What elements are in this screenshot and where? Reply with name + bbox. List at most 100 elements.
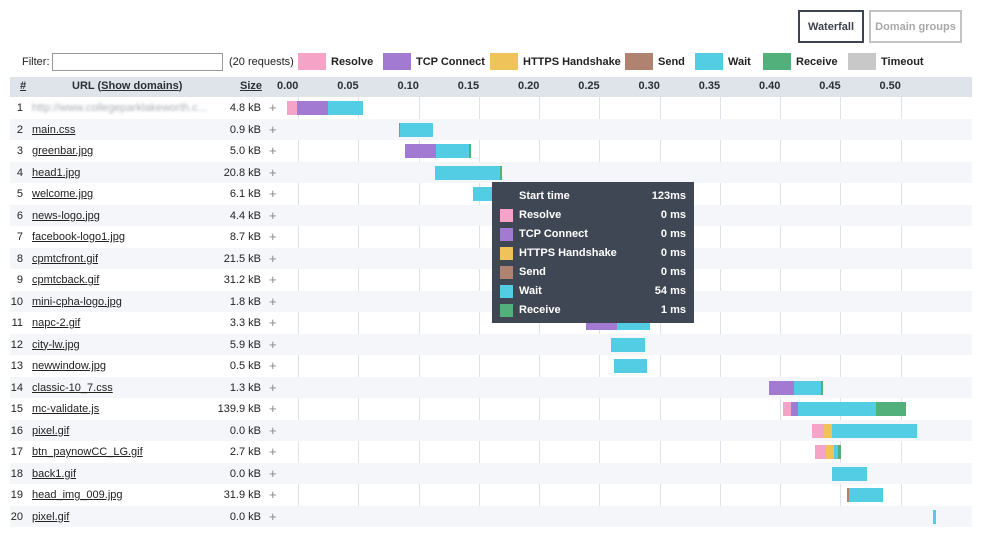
timing-bar-wait[interactable] bbox=[797, 402, 877, 416]
timing-bar-resolve[interactable] bbox=[783, 402, 791, 416]
timing-bar-wait[interactable] bbox=[794, 380, 821, 395]
row-url-link[interactable]: newwindow.jpg bbox=[32, 360, 106, 372]
row-url-link[interactable]: mini-cpha-logo.jpg bbox=[32, 295, 122, 308]
timing-bar-receive[interactable] bbox=[876, 402, 907, 416]
expand-row-icon[interactable]: + bbox=[269, 272, 277, 287]
expand-row-icon[interactable]: + bbox=[269, 465, 277, 481]
row-timeline[interactable] bbox=[285, 162, 972, 184]
timing-bar-receive[interactable] bbox=[468, 144, 471, 158]
table-row[interactable]: 12 city-lw.jpg 5.9 kB + bbox=[10, 333, 972, 355]
table-row[interactable]: 11 napc-2.gif 3.3 kB + bbox=[10, 312, 972, 334]
row-url-link[interactable]: greenbar.jpg bbox=[32, 145, 94, 157]
row-timeline[interactable] bbox=[285, 463, 972, 485]
row-timeline[interactable] bbox=[285, 398, 972, 420]
row-url-link[interactable]: cpmtcfront.gif bbox=[32, 252, 99, 265]
table-row[interactable]: 16 pixel.gif 0.0 kB + bbox=[10, 419, 972, 442]
table-row[interactable]: 10 mini-cpha-logo.jpg 1.8 kB + bbox=[10, 290, 972, 312]
domain-groups-button[interactable]: Domain groups bbox=[869, 10, 962, 43]
timing-bar-receive[interactable] bbox=[837, 445, 842, 459]
table-row[interactable]: 18 back1.gif 0.0 kB + bbox=[10, 462, 972, 485]
timing-bar-https[interactable] bbox=[825, 445, 835, 459]
timing-bar-tcp[interactable] bbox=[296, 101, 328, 115]
show-domains-link[interactable]: Show domains bbox=[101, 80, 179, 92]
table-row[interactable]: 3 greenbar.jpg 5.0 kB + bbox=[10, 140, 972, 162]
expand-row-icon[interactable]: + bbox=[269, 508, 277, 524]
expand-row-icon[interactable]: + bbox=[269, 186, 277, 201]
table-row[interactable]: 15 mc-validate.js 139.9 kB + bbox=[10, 398, 972, 420]
row-timeline[interactable] bbox=[285, 420, 972, 442]
row-timeline[interactable] bbox=[285, 377, 972, 399]
row-url-link[interactable]: pixel.gif bbox=[32, 424, 70, 437]
timing-bar-receive[interactable] bbox=[500, 165, 503, 180]
expand-row-icon[interactable]: + bbox=[269, 100, 277, 115]
expand-row-icon[interactable]: + bbox=[269, 358, 277, 373]
timing-bar-wait[interactable] bbox=[831, 466, 867, 481]
expand-row-icon[interactable]: + bbox=[269, 121, 277, 137]
timing-bar-wait[interactable] bbox=[435, 165, 501, 180]
timing-bar-wait[interactable] bbox=[436, 144, 469, 158]
row-url-link[interactable]: classic-10_7.css bbox=[32, 381, 113, 394]
timing-bar-resolve[interactable] bbox=[287, 101, 297, 115]
expand-row-icon[interactable]: + bbox=[269, 401, 277, 416]
timing-bar-resolve[interactable] bbox=[814, 445, 826, 459]
row-url-link[interactable]: head1.jpg bbox=[32, 166, 81, 179]
timing-bar-receive[interactable] bbox=[820, 380, 823, 395]
table-row[interactable]: 7 facebook-logo1.jpg 8.7 kB + bbox=[10, 226, 972, 248]
row-url-link[interactable]: btn_paynowCC_LG.gif bbox=[32, 446, 143, 458]
row-url-link[interactable]: napc-2.gif bbox=[32, 317, 81, 329]
timing-bar-wait[interactable] bbox=[613, 359, 648, 373]
expand-row-icon[interactable]: + bbox=[269, 315, 277, 330]
expand-row-icon[interactable]: + bbox=[269, 487, 277, 502]
row-url-link[interactable]: pixel.gif bbox=[32, 510, 70, 523]
table-row[interactable]: 13 newwindow.jpg 0.5 kB + bbox=[10, 355, 972, 377]
expand-row-icon[interactable]: + bbox=[269, 422, 277, 438]
timing-bar-wait[interactable] bbox=[932, 509, 937, 524]
table-row[interactable]: 17 btn_paynowCC_LG.gif 2.7 kB + bbox=[10, 441, 972, 463]
expand-row-icon[interactable]: + bbox=[269, 250, 277, 266]
expand-row-icon[interactable]: + bbox=[269, 229, 277, 244]
expand-row-icon[interactable]: + bbox=[269, 293, 277, 309]
row-url-link[interactable]: mc-validate.js bbox=[32, 403, 100, 415]
table-row[interactable]: 9 cpmtcback.gif 31.2 kB + bbox=[10, 269, 972, 291]
row-url-link[interactable]: city-lw.jpg bbox=[32, 338, 80, 351]
row-url-link[interactable]: http://www.collegeparklakeworth.c... bbox=[32, 102, 207, 114]
expand-row-icon[interactable]: + bbox=[269, 164, 277, 180]
expand-row-icon[interactable]: + bbox=[269, 143, 277, 158]
row-url-link[interactable]: cpmtcback.gif bbox=[32, 274, 100, 286]
row-url-link[interactable]: back1.gif bbox=[32, 467, 77, 480]
table-row[interactable]: 2 main.css 0.9 kB + bbox=[10, 118, 972, 141]
timing-bar-wait[interactable] bbox=[831, 423, 918, 438]
table-row[interactable]: 1 http://www.collegeparklakeworth.c... 4.8… bbox=[10, 97, 972, 119]
row-url-link[interactable]: head_img_009.jpg bbox=[32, 489, 123, 501]
expand-row-icon[interactable]: + bbox=[269, 336, 277, 352]
row-timeline[interactable] bbox=[285, 119, 972, 141]
timing-bar-wait[interactable] bbox=[400, 122, 433, 137]
row-timeline[interactable] bbox=[285, 140, 972, 162]
expand-row-icon[interactable]: + bbox=[269, 444, 277, 459]
header-num[interactable]: # bbox=[20, 80, 27, 92]
timing-bar-wait[interactable] bbox=[848, 488, 884, 502]
timing-bar-send[interactable] bbox=[399, 122, 402, 137]
row-timeline[interactable] bbox=[285, 441, 972, 463]
timing-bar-https[interactable] bbox=[824, 423, 832, 438]
table-row[interactable]: 6 news-logo.jpg 4.4 kB + bbox=[10, 204, 972, 226]
timing-bar-send[interactable] bbox=[847, 488, 850, 502]
timing-bar-tcp[interactable] bbox=[405, 144, 437, 158]
table-row[interactable]: 20 pixel.gif 0.0 kB + bbox=[10, 505, 972, 528]
waterfall-button[interactable]: Waterfall bbox=[798, 10, 864, 43]
row-url-link[interactable]: main.css bbox=[32, 123, 76, 136]
table-row[interactable]: 19 head_img_009.jpg 31.9 kB + bbox=[10, 484, 972, 506]
row-timeline[interactable] bbox=[285, 506, 972, 528]
table-row[interactable]: 4 head1.jpg 20.8 kB + bbox=[10, 161, 972, 184]
table-row[interactable]: 14 classic-10_7.css 1.3 kB + bbox=[10, 376, 972, 399]
row-url-link[interactable]: welcome.jpg bbox=[32, 188, 94, 200]
timing-bar-wait[interactable] bbox=[611, 337, 645, 352]
row-timeline[interactable] bbox=[285, 97, 972, 119]
filter-input[interactable] bbox=[52, 53, 223, 71]
timing-bar-wait[interactable] bbox=[327, 101, 363, 115]
timing-bar-tcp[interactable] bbox=[769, 380, 795, 395]
table-row[interactable]: 5 welcome.jpg 6.1 kB + bbox=[10, 183, 972, 205]
row-timeline[interactable] bbox=[285, 355, 972, 377]
row-url-link[interactable]: news-logo.jpg bbox=[32, 209, 100, 222]
timing-bar-resolve[interactable] bbox=[812, 423, 825, 438]
